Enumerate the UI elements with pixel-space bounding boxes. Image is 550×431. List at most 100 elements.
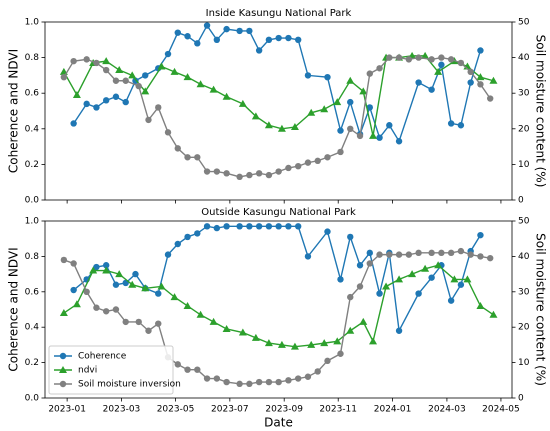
x-tick-label: 2023-11 xyxy=(319,405,357,415)
marker xyxy=(174,29,181,36)
y2-tick-label: 40 xyxy=(518,53,530,63)
marker xyxy=(489,310,498,318)
marker xyxy=(486,254,494,262)
marker xyxy=(255,223,263,230)
marker xyxy=(376,65,383,72)
marker xyxy=(359,87,368,95)
x-tick-label: 2023-07 xyxy=(211,405,249,415)
marker xyxy=(213,375,221,382)
marker xyxy=(112,93,120,100)
marker xyxy=(236,27,243,35)
y2-tick-label: 30 xyxy=(518,287,530,297)
marker xyxy=(275,168,282,175)
marker xyxy=(438,61,445,68)
marker xyxy=(222,324,231,332)
marker xyxy=(83,56,90,63)
x-tick-label: 2023-03 xyxy=(103,405,141,415)
marker xyxy=(194,366,201,373)
marker xyxy=(236,223,243,230)
y2-tick-label: 0 xyxy=(518,196,524,206)
marker xyxy=(320,105,329,113)
marker xyxy=(170,293,179,301)
marker xyxy=(246,27,253,35)
legend-label: Coherence xyxy=(78,352,127,362)
marker xyxy=(463,275,472,283)
marker xyxy=(255,170,263,177)
marker xyxy=(93,304,100,311)
marker xyxy=(83,288,90,295)
marker xyxy=(213,36,221,43)
marker xyxy=(347,125,354,132)
marker xyxy=(128,71,137,79)
marker xyxy=(314,368,321,375)
marker xyxy=(59,352,67,360)
marker xyxy=(304,159,312,166)
marker xyxy=(255,378,263,386)
plot-frame xyxy=(44,21,513,201)
marker xyxy=(70,120,77,127)
marker xyxy=(255,47,263,54)
marker xyxy=(467,79,474,86)
marker xyxy=(457,247,465,255)
marker xyxy=(320,339,329,347)
marker xyxy=(324,228,331,235)
marker xyxy=(135,82,142,90)
marker xyxy=(145,327,152,334)
y2-tick-label: 40 xyxy=(518,252,530,262)
marker xyxy=(447,249,455,257)
marker xyxy=(184,154,191,161)
marker xyxy=(347,233,354,241)
y2-axis-label: Soil moisture content (%) xyxy=(534,233,548,386)
y-tick-label: 0.8 xyxy=(25,53,40,63)
marker xyxy=(434,261,443,269)
marker xyxy=(112,77,120,84)
marker xyxy=(265,36,273,43)
series-line xyxy=(63,56,491,178)
marker xyxy=(476,73,485,81)
legend-box xyxy=(48,345,174,395)
marker xyxy=(209,85,218,93)
y-tick-label: 0.0 xyxy=(25,394,40,404)
marker xyxy=(196,310,205,318)
y2-tick-label: 0 xyxy=(518,394,524,404)
x-tick-label: 2024-05 xyxy=(482,405,520,415)
marker xyxy=(356,262,364,269)
marker xyxy=(264,339,273,347)
marker xyxy=(366,104,373,111)
marker xyxy=(213,168,221,175)
marker xyxy=(59,380,67,388)
marker xyxy=(89,266,98,274)
marker xyxy=(307,340,316,348)
marker xyxy=(382,282,391,290)
marker xyxy=(285,34,292,42)
marker xyxy=(222,92,231,100)
marker xyxy=(194,154,201,161)
marker xyxy=(265,378,273,386)
marker xyxy=(428,56,435,63)
x-tick-label: 2023-05 xyxy=(157,405,195,415)
y-tick-label: 0.4 xyxy=(25,323,40,333)
marker xyxy=(203,223,211,230)
marker xyxy=(203,375,211,382)
legend-label: Soil moisture inversion xyxy=(78,380,181,390)
marker xyxy=(251,333,260,341)
marker xyxy=(294,162,302,170)
marker xyxy=(395,54,403,61)
y-tick-label: 1.0 xyxy=(25,217,40,227)
marker xyxy=(102,66,110,74)
marker xyxy=(275,378,282,386)
marker xyxy=(164,50,172,58)
marker xyxy=(277,124,286,132)
marker xyxy=(386,54,393,61)
marker xyxy=(285,223,292,230)
marker xyxy=(285,377,292,384)
marker xyxy=(415,54,422,61)
marker xyxy=(395,275,404,283)
marker xyxy=(356,283,364,290)
marker xyxy=(457,122,465,129)
marker xyxy=(434,67,443,75)
marker xyxy=(184,33,191,40)
marker xyxy=(467,251,474,258)
marker xyxy=(183,301,192,309)
marker xyxy=(223,170,230,177)
